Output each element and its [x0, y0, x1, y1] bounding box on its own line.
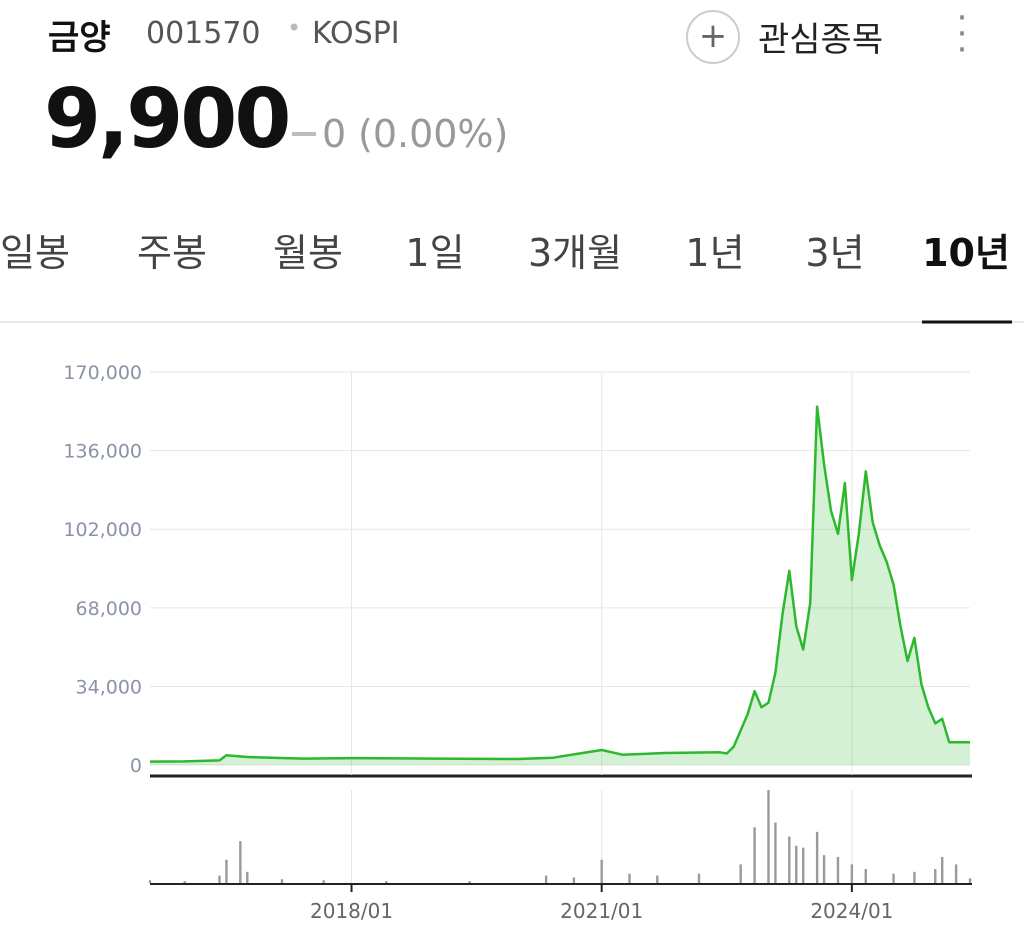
- watch-button[interactable]: 관심종목: [758, 20, 884, 60]
- volume-bar: [850, 864, 854, 883]
- volume-bar: [239, 841, 242, 883]
- y-tick-label: 34,000: [76, 676, 142, 698]
- tab[interactable]: 1일: [405, 231, 465, 275]
- volume-bar: [815, 831, 819, 883]
- volume-bar: [822, 855, 826, 883]
- volume-bar: [788, 836, 791, 883]
- price-area: [150, 406, 970, 766]
- volume-bar: [385, 881, 388, 883]
- x-tick-label: 2018/01: [310, 899, 393, 923]
- volume-bar: [767, 790, 770, 883]
- y-tick-label: 136,000: [63, 441, 142, 463]
- tab[interactable]: 3개월: [527, 231, 623, 275]
- volume-bar: [322, 880, 325, 883]
- volume-bar: [913, 871, 916, 883]
- tab[interactable]: 일봉: [0, 231, 70, 275]
- volume-bar: [941, 856, 944, 883]
- y-tick-label: 102,000: [63, 519, 142, 541]
- more-menu[interactable]: · · ·: [956, 0, 968, 70]
- market: KOSPI: [312, 16, 400, 51]
- volume-bar: [892, 873, 895, 883]
- price-change-pct: (0.00%): [358, 112, 509, 156]
- stock-name: 금양: [48, 18, 111, 58]
- y-tick-label: 170,000: [63, 362, 142, 384]
- tab[interactable]: 3년: [805, 231, 865, 275]
- volume-bar: [774, 822, 777, 883]
- volume-bar: [795, 845, 798, 883]
- volume-bar: [225, 859, 228, 883]
- volume-bar: [600, 859, 603, 883]
- volume-bar: [468, 881, 471, 883]
- tab[interactable]: 10년: [922, 231, 1010, 275]
- price-line: [149, 405, 970, 763]
- x-tick-label: 2021/01: [560, 899, 643, 923]
- volume-bar: [739, 864, 742, 883]
- volume-bar: [183, 881, 186, 883]
- volume-bar: [802, 847, 805, 883]
- change-flat-icon: [292, 132, 316, 136]
- price-change: 0: [322, 112, 347, 156]
- y-tick-label: 68,000: [76, 598, 142, 620]
- watch-add-icon[interactable]: +: [686, 10, 740, 64]
- price: 9,900: [44, 72, 291, 167]
- separator-dot: •: [287, 14, 302, 42]
- volume-bar: [218, 875, 221, 883]
- volume-bar: [864, 869, 867, 883]
- x-tick-label: 2024/01: [810, 899, 893, 923]
- volume-bar: [628, 873, 631, 883]
- volume-bar: [246, 871, 249, 883]
- volume-bar: [148, 880, 152, 883]
- tab[interactable]: 주봉: [137, 231, 207, 275]
- volume-bar: [544, 875, 548, 883]
- volume-bar: [697, 873, 701, 883]
- volume-bar: [656, 875, 659, 883]
- tab[interactable]: 월봉: [273, 231, 343, 275]
- volume-bar: [572, 877, 576, 883]
- volume-bar: [280, 879, 284, 883]
- stock-code: 001570: [146, 16, 261, 51]
- volume-bar: [954, 864, 958, 883]
- tab[interactable]: 1년: [685, 231, 745, 275]
- volume-bar: [753, 827, 756, 883]
- volume-bar: [836, 856, 840, 883]
- volume-bar: [934, 869, 937, 883]
- y-tick-label: 0: [130, 755, 142, 777]
- volume-bar: [968, 878, 972, 883]
